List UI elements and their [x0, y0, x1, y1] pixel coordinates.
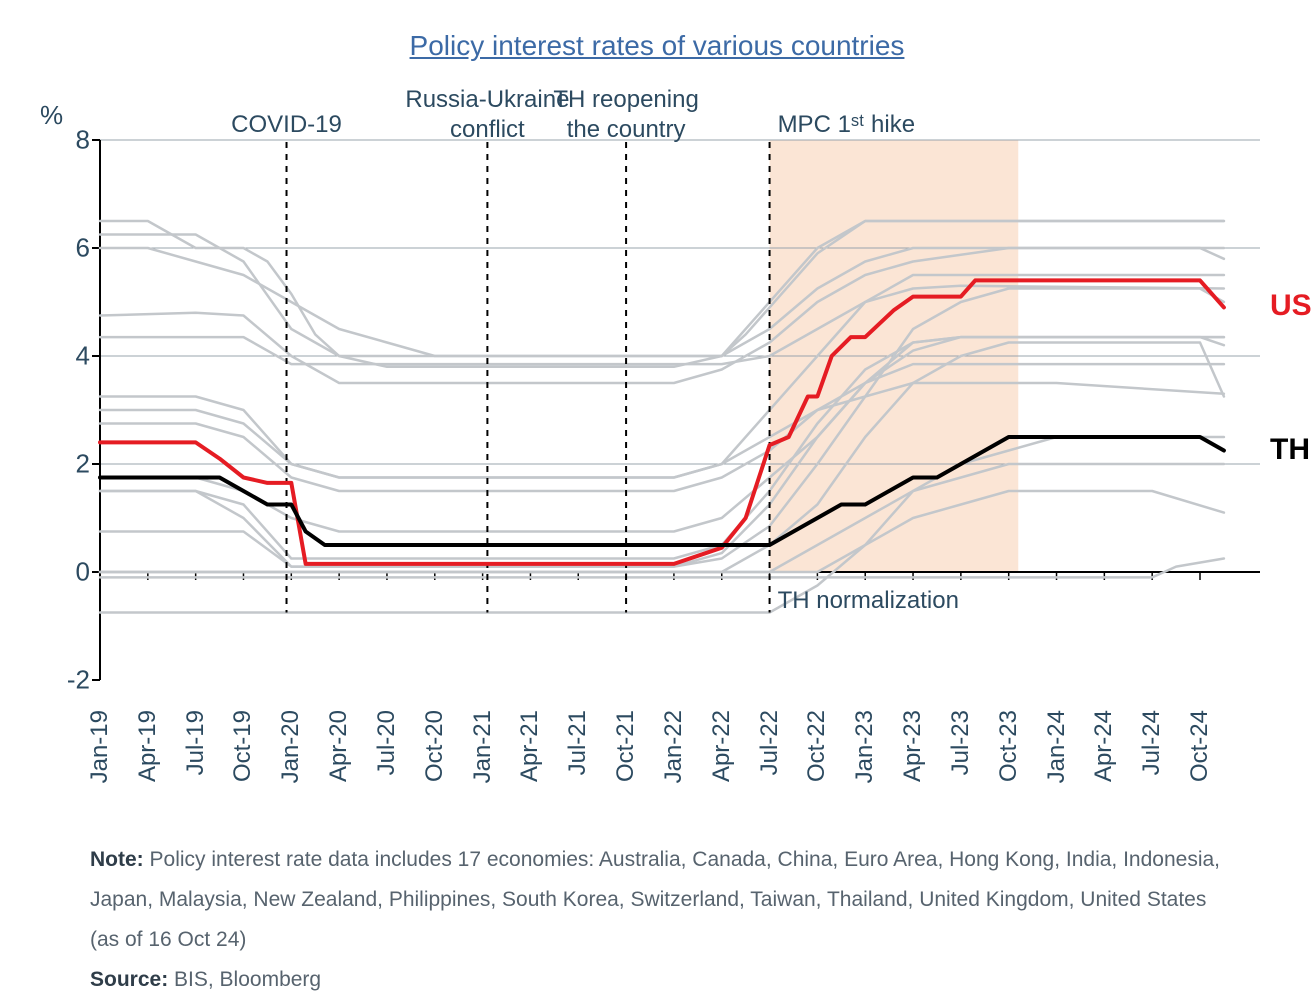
- ytick-0: 0: [40, 557, 90, 588]
- xtick-18: Jul-23: [947, 710, 975, 775]
- series-label-TH: TH: [1270, 433, 1310, 467]
- ytick-2: 2: [40, 449, 90, 480]
- xtick-5: Apr-20: [325, 710, 353, 782]
- xtick-20: Jan-24: [1043, 710, 1071, 783]
- xtick-19: Oct-23: [995, 710, 1023, 782]
- xtick-12: Jan-22: [660, 710, 688, 783]
- xtick-16: Jan-23: [851, 710, 879, 783]
- chart-container: Policy interest rates of various countri…: [0, 0, 1314, 998]
- xtick-9: Apr-21: [516, 710, 544, 782]
- xtick-10: Jul-21: [564, 710, 592, 775]
- xtick-11: Oct-21: [612, 710, 640, 782]
- event-label-1: Russia-Ukraineconflict: [405, 85, 569, 145]
- ytick-4: 4: [40, 341, 90, 372]
- xtick-4: Jan-20: [277, 710, 305, 783]
- xtick-6: Jul-20: [373, 710, 401, 775]
- xtick-22: Jul-24: [1138, 710, 1166, 775]
- shaded-label-bottom: TH normalization: [778, 586, 959, 616]
- ytick-8: 8: [40, 125, 90, 156]
- xtick-2: Jul-19: [182, 710, 210, 775]
- ytick-6: 6: [40, 233, 90, 264]
- ytick--2: -2: [40, 665, 90, 696]
- event-label-0: COVID-19: [231, 110, 342, 140]
- xtick-8: Jan-21: [469, 710, 497, 783]
- xtick-23: Oct-24: [1186, 710, 1214, 782]
- xtick-17: Apr-23: [899, 710, 927, 782]
- chart-note: Note: Policy interest rate data includes…: [90, 840, 1234, 1000]
- series-label-US: US: [1270, 289, 1312, 323]
- xtick-3: Oct-19: [229, 710, 257, 782]
- source-body: BIS, Bloomberg: [168, 968, 321, 991]
- xtick-15: Oct-22: [803, 710, 831, 782]
- source-prefix: Source:: [90, 968, 168, 991]
- note-body: Policy interest rate data includes 17 ec…: [90, 848, 1220, 951]
- xtick-0: Jan-19: [86, 710, 114, 783]
- xtick-21: Apr-24: [1090, 710, 1118, 782]
- event-label-2: TH reopeningthe country: [553, 85, 698, 145]
- shaded-label-top: MPC 1ˢᵗ hike: [778, 110, 915, 140]
- xtick-1: Apr-19: [134, 710, 162, 782]
- xtick-14: Jul-22: [756, 710, 784, 775]
- xtick-7: Oct-20: [421, 710, 449, 782]
- note-prefix: Note:: [90, 848, 144, 871]
- xtick-13: Apr-22: [708, 710, 736, 782]
